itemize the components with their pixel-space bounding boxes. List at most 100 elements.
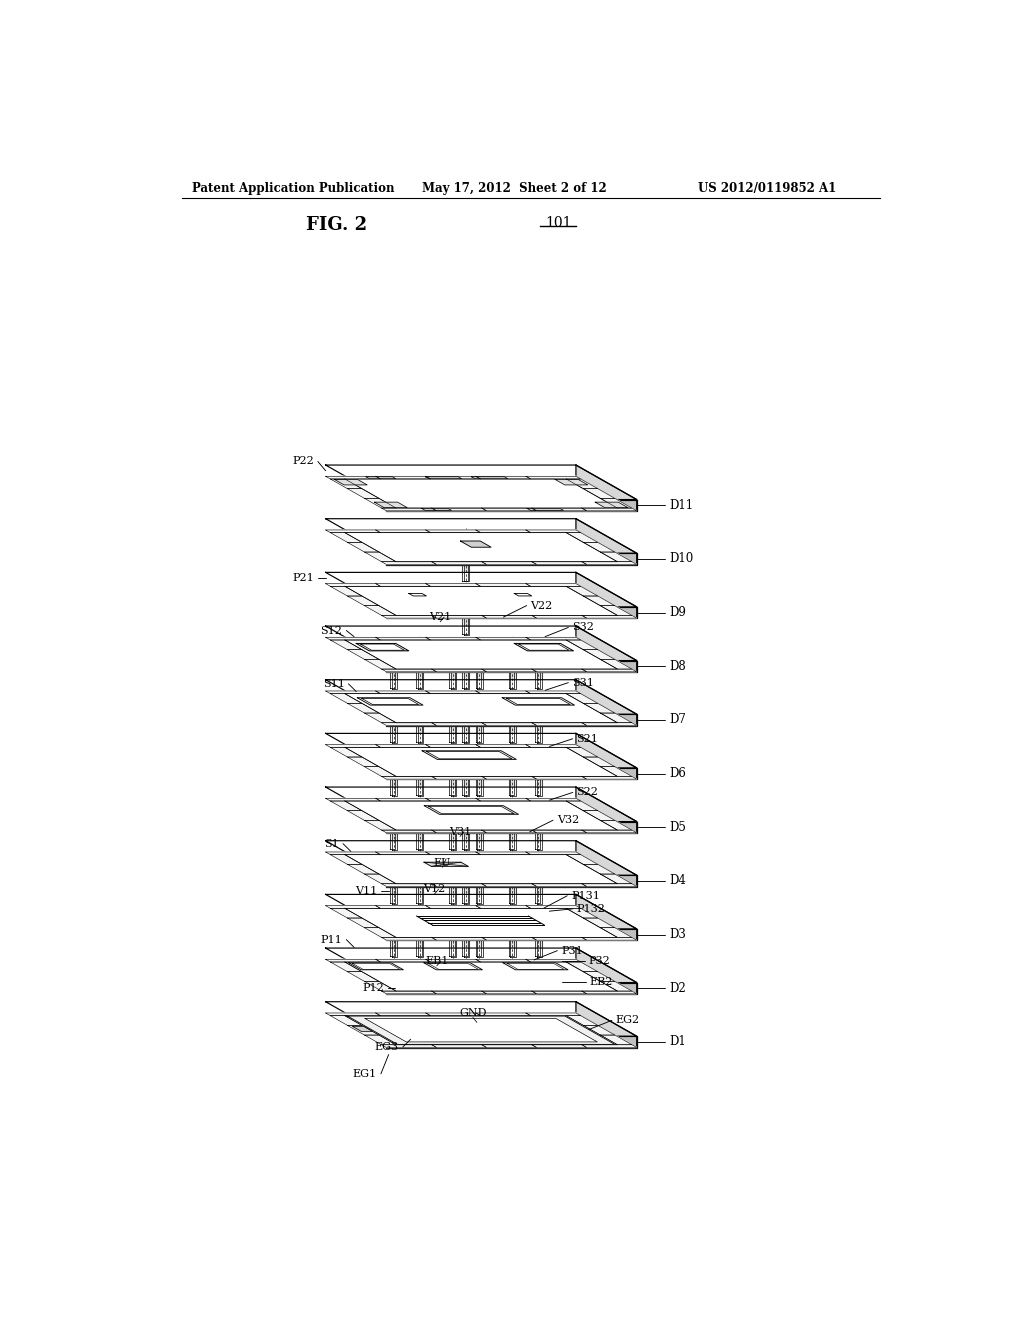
- Polygon shape: [331, 1015, 361, 1026]
- Polygon shape: [425, 477, 462, 479]
- Polygon shape: [365, 821, 396, 830]
- Polygon shape: [426, 799, 480, 801]
- Polygon shape: [526, 799, 581, 801]
- Text: EB2: EB2: [590, 977, 612, 986]
- Polygon shape: [335, 479, 368, 484]
- Polygon shape: [481, 669, 537, 672]
- Polygon shape: [326, 895, 637, 929]
- Polygon shape: [386, 821, 637, 833]
- Polygon shape: [376, 690, 430, 694]
- Polygon shape: [347, 543, 379, 552]
- Polygon shape: [326, 948, 637, 982]
- Polygon shape: [365, 660, 396, 669]
- Polygon shape: [531, 830, 587, 833]
- Polygon shape: [535, 645, 541, 688]
- Polygon shape: [386, 982, 637, 994]
- Polygon shape: [464, 700, 469, 743]
- Polygon shape: [360, 644, 404, 651]
- Polygon shape: [426, 529, 480, 533]
- Text: D8: D8: [670, 660, 686, 673]
- Polygon shape: [432, 991, 486, 994]
- Text: EB1: EB1: [425, 956, 449, 966]
- Polygon shape: [481, 615, 537, 618]
- Polygon shape: [451, 647, 457, 689]
- Polygon shape: [356, 643, 409, 651]
- Polygon shape: [376, 799, 430, 801]
- Polygon shape: [429, 807, 514, 813]
- Polygon shape: [477, 700, 482, 743]
- Polygon shape: [584, 543, 614, 552]
- Polygon shape: [450, 807, 455, 849]
- Polygon shape: [476, 690, 530, 694]
- Polygon shape: [450, 752, 455, 795]
- Polygon shape: [476, 638, 530, 640]
- Polygon shape: [418, 700, 423, 743]
- Polygon shape: [461, 541, 492, 548]
- Polygon shape: [575, 841, 637, 887]
- Polygon shape: [326, 519, 637, 553]
- Polygon shape: [535, 700, 541, 742]
- Polygon shape: [326, 638, 381, 640]
- Polygon shape: [575, 895, 637, 940]
- Polygon shape: [464, 861, 469, 903]
- Polygon shape: [376, 529, 430, 533]
- Polygon shape: [510, 915, 516, 957]
- Text: D10: D10: [670, 552, 693, 565]
- Polygon shape: [382, 830, 436, 833]
- Polygon shape: [526, 583, 581, 586]
- Polygon shape: [451, 700, 457, 743]
- Polygon shape: [365, 874, 396, 884]
- Polygon shape: [476, 906, 530, 908]
- Text: GND: GND: [459, 1008, 486, 1018]
- Polygon shape: [566, 1015, 598, 1026]
- Polygon shape: [464, 808, 469, 850]
- Polygon shape: [426, 960, 480, 962]
- Polygon shape: [450, 913, 455, 956]
- Polygon shape: [390, 913, 395, 956]
- Polygon shape: [481, 562, 537, 565]
- Polygon shape: [600, 1035, 632, 1044]
- Text: D3: D3: [670, 928, 686, 941]
- Polygon shape: [365, 1019, 597, 1041]
- Polygon shape: [514, 643, 573, 651]
- Polygon shape: [432, 776, 486, 779]
- Polygon shape: [582, 562, 637, 565]
- Polygon shape: [451, 808, 457, 850]
- Polygon shape: [503, 962, 568, 970]
- Polygon shape: [509, 700, 514, 742]
- Polygon shape: [509, 861, 514, 903]
- Polygon shape: [422, 508, 452, 511]
- Polygon shape: [476, 529, 530, 533]
- Polygon shape: [509, 752, 514, 795]
- Polygon shape: [531, 991, 587, 994]
- Polygon shape: [582, 830, 637, 833]
- Polygon shape: [382, 884, 436, 887]
- Polygon shape: [432, 615, 486, 618]
- Polygon shape: [347, 1026, 379, 1035]
- Polygon shape: [510, 700, 516, 743]
- Polygon shape: [463, 861, 468, 903]
- Polygon shape: [326, 626, 637, 660]
- Polygon shape: [463, 539, 468, 581]
- Polygon shape: [510, 754, 516, 796]
- Text: S31: S31: [572, 677, 594, 688]
- Polygon shape: [376, 583, 430, 586]
- Polygon shape: [345, 747, 617, 776]
- Polygon shape: [432, 669, 486, 672]
- Polygon shape: [376, 960, 430, 962]
- Polygon shape: [326, 799, 381, 801]
- Polygon shape: [535, 807, 541, 849]
- Polygon shape: [417, 752, 422, 795]
- Polygon shape: [582, 1044, 637, 1048]
- Polygon shape: [347, 758, 379, 767]
- Polygon shape: [418, 915, 423, 957]
- Polygon shape: [365, 767, 396, 776]
- Polygon shape: [535, 913, 541, 956]
- Polygon shape: [575, 680, 637, 726]
- Polygon shape: [417, 645, 422, 688]
- Polygon shape: [422, 751, 516, 759]
- Polygon shape: [463, 645, 468, 688]
- Polygon shape: [537, 647, 542, 689]
- Polygon shape: [417, 913, 422, 956]
- Polygon shape: [526, 1012, 581, 1015]
